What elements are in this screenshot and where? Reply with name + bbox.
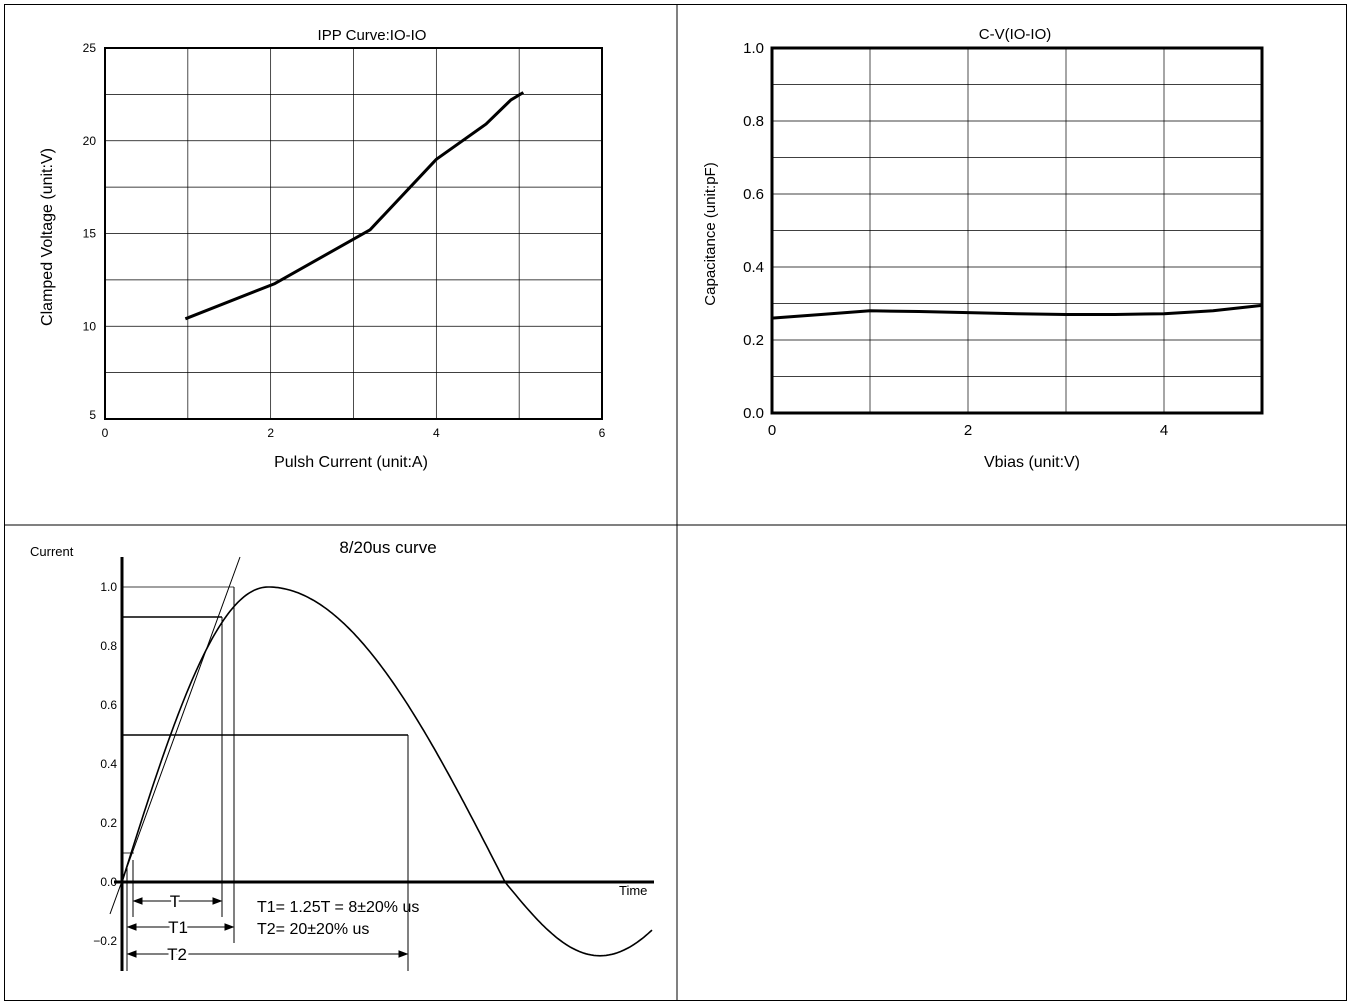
surge-8-20us-chart: 8/20us curve Current Time −0.2 0.0 0.2 0.4 0… [30, 538, 654, 971]
ipp-y-tick: 25 [83, 41, 97, 55]
surge-y-tick: 0.0 [100, 875, 117, 889]
ipp-y-tick-labels: 5 10 15 20 25 [83, 41, 97, 422]
ipp-series-line [184, 91, 525, 321]
cv-y-tick: 0.0 [743, 405, 764, 422]
cv-plot-frame [770, 46, 1264, 415]
tangent-line [109, 556, 241, 915]
cv-y-tick-labels: 0.0 0.2 0.4 0.6 0.8 1.0 [743, 40, 764, 422]
cv-x-axis-label: Vbias (unit:V) [984, 454, 1080, 471]
ipp-y-tick: 5 [89, 408, 96, 422]
surge-y-tick: 0.2 [100, 816, 117, 830]
cv-gridlines [772, 48, 1262, 413]
surge-y-tick: 0.8 [100, 639, 117, 653]
cv-y-tick: 0.6 [743, 186, 764, 203]
formula-t2: T2= 20±20% us [257, 921, 369, 938]
surge-title: 8/20us curve [339, 538, 436, 557]
surge-x-axis-label: Time [619, 883, 647, 898]
cv-x-tick: 0 [768, 422, 776, 439]
ipp-y-tick: 10 [83, 319, 97, 333]
ipp-y-tick: 15 [83, 227, 97, 241]
t-dimension [132, 897, 223, 905]
t-label: T [170, 892, 180, 911]
cv-title: C-V(IO-IO) [979, 26, 1052, 43]
ipp-x-tick: 2 [267, 426, 274, 440]
ipp-plot-frame [104, 47, 603, 420]
ipp-x-tick: 6 [599, 426, 606, 440]
cv-y-tick: 1.0 [743, 40, 764, 57]
surge-y-tick-labels: −0.2 0.0 0.2 0.4 0.6 0.8 1.0 [93, 580, 117, 948]
ipp-gridlines [105, 48, 602, 419]
t2-dimension [126, 950, 409, 958]
ipp-title: IPP Curve:IO-IO [318, 27, 427, 44]
ipp-y-axis-label: Clamped Voltage (unit:V) [39, 148, 56, 326]
ipp-x-tick: 4 [433, 426, 440, 440]
cv-y-axis-label: Capacitance (unit:pF) [702, 162, 719, 305]
cv-x-tick-labels: 0 2 4 [768, 422, 1168, 439]
cv-x-tick: 4 [1160, 422, 1168, 439]
cv-y-tick: 0.8 [743, 113, 764, 130]
cv-curve-chart: 0 2 4 0.0 0.2 0.4 0.6 0.8 1.0 C-V(IO-IO) Vbias … [702, 26, 1264, 471]
surge-y-tick: −0.2 [93, 934, 117, 948]
cv-series-line [771, 303, 1263, 320]
ipp-x-axis-label: Pulsh Current (unit:A) [274, 454, 428, 471]
ipp-curve-chart: 0 2 4 6 5 10 15 20 25 IPP Curve:IO-IO Pulsh Cur… [39, 27, 606, 471]
t2-label: T2 [167, 945, 187, 964]
t1-label: T1 [168, 918, 188, 937]
surge-y-tick: 0.6 [100, 698, 117, 712]
surge-y-axis-label: Current [30, 544, 74, 559]
surge-y-tick: 0.4 [100, 757, 117, 771]
t1-dimension [126, 923, 235, 931]
cv-y-tick: 0.4 [743, 259, 764, 276]
surge-y-tick: 1.0 [100, 580, 117, 594]
ipp-x-tick: 0 [102, 426, 109, 440]
cv-x-tick: 2 [964, 422, 972, 439]
ipp-y-tick: 20 [83, 134, 97, 148]
surge-waveform [121, 586, 653, 957]
formula-t1: T1= 1.25T = 8±20% us [257, 899, 419, 916]
cv-y-tick: 0.2 [743, 332, 764, 349]
ipp-x-tick-labels: 0 2 4 6 [102, 426, 606, 440]
